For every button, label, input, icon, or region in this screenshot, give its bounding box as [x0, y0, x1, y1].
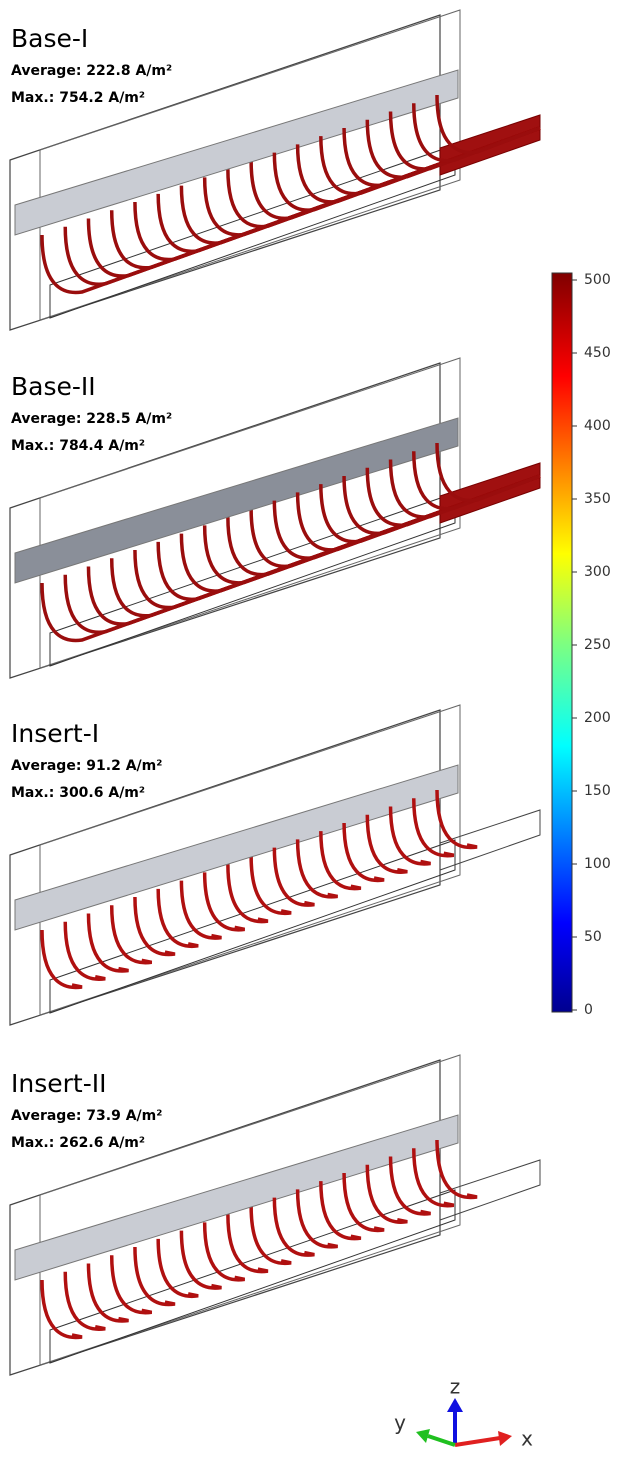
average-current: Average: 222.8 A/m² — [11, 63, 172, 79]
pipe — [205, 1222, 245, 1279]
colorbar-tick-label: 500 — [584, 272, 611, 288]
colorbar-tick-label: 0 — [584, 1002, 593, 1018]
average-current: Average: 228.5 A/m² — [11, 411, 172, 427]
pipe — [298, 839, 338, 896]
max-current: Max.: 754.2 A/m² — [11, 90, 145, 106]
pipe — [42, 1280, 82, 1337]
pipe — [88, 914, 128, 971]
panel-title: Insert-I — [11, 719, 99, 748]
pipe — [65, 1272, 105, 1329]
pipe — [135, 1247, 175, 1304]
axis-label-z: z — [450, 1375, 461, 1399]
simulation-panel: Insert-II Average: 73.9 A/m² Max.: 262.6 A… — [10, 1055, 540, 1375]
pipe — [65, 922, 105, 979]
axis-triad — [416, 1398, 512, 1446]
pipe — [158, 889, 198, 946]
max-current: Max.: 262.6 A/m² — [11, 1135, 145, 1151]
pipe — [112, 905, 152, 962]
panel-title: Insert-II — [11, 1069, 106, 1098]
pipe — [251, 1206, 291, 1263]
pipe — [181, 1231, 221, 1288]
colorbar-tick-label: 150 — [584, 783, 611, 799]
pipe — [437, 1140, 477, 1197]
average-current: Average: 73.9 A/m² — [11, 1108, 162, 1124]
simulation-panel: Insert-I Average: 91.2 A/m² Max.: 300.6 A/… — [10, 705, 540, 1025]
pipe — [251, 856, 291, 913]
pipe — [274, 1198, 314, 1255]
colorbar-tick-label: 300 — [584, 564, 611, 580]
colorbar-tick-label: 250 — [584, 637, 611, 653]
pipe — [228, 1214, 268, 1271]
colorbar-tick-label: 100 — [584, 856, 611, 872]
pipe — [88, 1264, 128, 1321]
pipe — [135, 897, 175, 954]
colorbar-tick-label: 200 — [584, 710, 611, 726]
colorbar — [552, 273, 572, 1012]
colorbar-tick-label: 400 — [584, 418, 611, 434]
axis-label-y: y — [394, 1411, 406, 1435]
pipe — [158, 1239, 198, 1296]
axis-label-x: x — [521, 1427, 533, 1451]
pipe — [321, 831, 361, 888]
colorbar-tick-label: 450 — [584, 345, 611, 361]
pipe — [274, 848, 314, 905]
pipe — [181, 881, 221, 938]
scenes: Base-I Average: 222.8 A/m² Max.: 754.2 A/m… — [10, 10, 540, 1375]
simulation-panel: Base-I Average: 222.8 A/m² Max.: 754.2 A/m… — [10, 10, 540, 330]
colorbar-tick-label: 350 — [584, 491, 611, 507]
pipe — [205, 872, 245, 929]
panel-title: Base-II — [11, 372, 96, 401]
pipe — [228, 864, 268, 921]
pipe — [42, 930, 82, 987]
pipe — [298, 1189, 338, 1246]
simulation-panel: Base-II Average: 228.5 A/m² Max.: 784.4 A/… — [10, 358, 540, 678]
average-current: Average: 91.2 A/m² — [11, 758, 162, 774]
pipe — [437, 790, 477, 847]
max-current: Max.: 300.6 A/m² — [11, 785, 145, 801]
panel-title: Base-I — [11, 24, 88, 53]
pipe — [321, 1181, 361, 1238]
pipe — [112, 1255, 152, 1312]
figure: Base-I Average: 222.8 A/m² Max.: 754.2 A/m… — [0, 0, 618, 1468]
max-current: Max.: 784.4 A/m² — [11, 438, 145, 454]
colorbar-tick-label: 50 — [584, 929, 602, 945]
